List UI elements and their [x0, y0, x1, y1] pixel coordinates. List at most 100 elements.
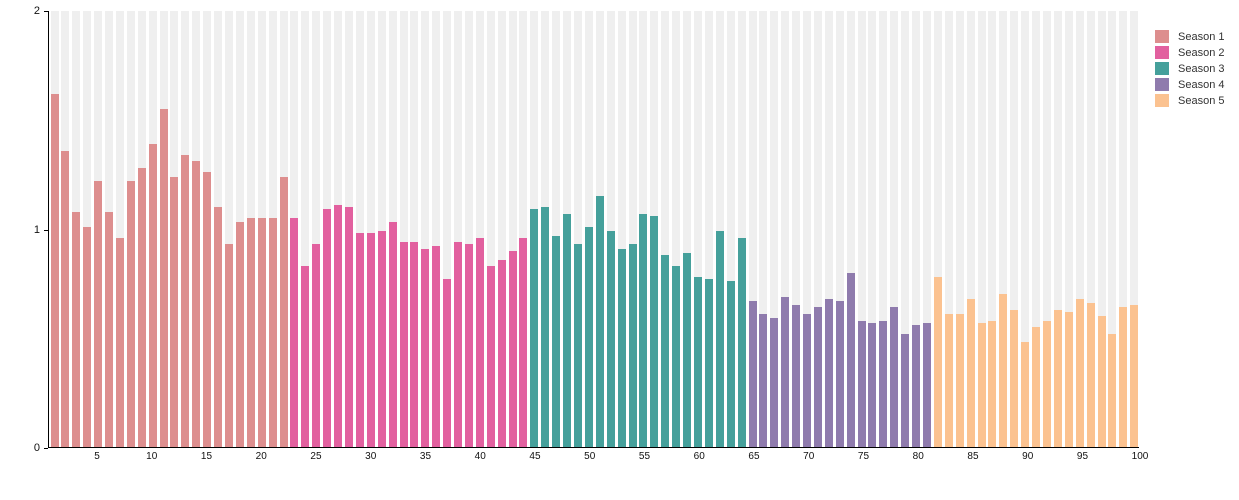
episode-column	[682, 11, 693, 447]
x-tick-slot	[376, 451, 387, 465]
x-tick-slot	[81, 451, 92, 465]
background-stripe	[1064, 11, 1073, 447]
bar-season1-episode-2	[61, 150, 70, 447]
bar-season1-episode-15	[203, 172, 212, 447]
x-tick-slot	[628, 451, 639, 465]
x-tick-slot	[289, 451, 300, 465]
legend-swatch-icon	[1155, 46, 1169, 59]
background-stripe	[835, 11, 844, 447]
episode-column	[791, 11, 802, 447]
bar-season3-episode-49	[574, 244, 582, 447]
episode-column	[954, 11, 965, 447]
episode-column	[136, 11, 147, 447]
episode-column	[714, 11, 725, 447]
x-tick-slot	[738, 451, 749, 465]
x-tick-slot	[902, 451, 913, 465]
bar-season1-episode-5	[94, 181, 103, 447]
episode-column	[1020, 11, 1031, 447]
background-stripe	[988, 11, 997, 447]
episode-column	[1085, 11, 1096, 447]
episode-column	[812, 11, 823, 447]
bar-season3-episode-56	[650, 215, 659, 447]
background-stripe	[1032, 11, 1041, 447]
x-tick-slot	[267, 451, 278, 465]
x-tick-label-55: 55	[638, 451, 651, 462]
background-stripe	[552, 11, 561, 447]
bar-season4-episode-65	[748, 300, 757, 447]
episode-column	[245, 11, 256, 447]
background-stripe	[868, 11, 877, 447]
episode-column	[496, 11, 507, 447]
x-tick-slot	[486, 451, 497, 465]
episode-column	[976, 11, 987, 447]
episode-column	[605, 11, 616, 447]
bar-season2-episode-30	[366, 233, 375, 447]
episode-column	[551, 11, 562, 447]
plot-columns	[49, 11, 1139, 447]
x-tick-slot	[124, 451, 135, 465]
bar-season5-episode-97	[1097, 316, 1106, 447]
background-stripe	[726, 11, 735, 447]
x-tick-slot	[497, 451, 508, 465]
legend-label: Season 5	[1178, 94, 1225, 107]
x-tick-slot	[1044, 451, 1055, 465]
episode-column	[594, 11, 605, 447]
background-stripe	[1119, 11, 1128, 447]
bar-season5-episode-98	[1108, 333, 1117, 447]
x-tick-slot	[157, 451, 168, 465]
background-stripe	[421, 11, 430, 447]
y-tick-mark	[44, 229, 48, 231]
x-tick-slot	[551, 451, 562, 465]
bar-season1-episode-10	[148, 143, 157, 447]
background-stripe	[1108, 11, 1117, 447]
bar-season1-episode-20	[257, 218, 266, 447]
episode-column	[300, 11, 311, 447]
bar-season1-episode-6	[105, 211, 114, 447]
x-tick-slot	[869, 451, 880, 465]
bar-season5-episode-83	[944, 314, 953, 447]
x-tick-label-25: 25	[310, 451, 322, 462]
x-tick-slot	[431, 451, 442, 465]
x-tick-slot	[223, 451, 234, 465]
bar-season2-episode-28	[344, 207, 353, 447]
episode-column	[398, 11, 409, 447]
episode-column	[180, 11, 191, 447]
episode-column	[1041, 11, 1052, 447]
episode-column	[649, 11, 660, 447]
legend-label: Season 2	[1178, 46, 1225, 59]
episode-column	[376, 11, 387, 447]
bar-season1-episode-18	[235, 222, 244, 447]
bar-season1-episode-12	[170, 176, 179, 447]
background-stripe	[955, 11, 964, 447]
bar-season1-episode-7	[115, 237, 124, 447]
episode-column	[278, 11, 289, 447]
bar-season1-episode-21	[268, 218, 277, 447]
background-stripe	[574, 11, 582, 447]
legend-label: Season 3	[1178, 62, 1225, 75]
background-stripe	[966, 11, 975, 447]
background-stripe	[824, 11, 833, 447]
episode-column	[125, 11, 136, 447]
x-tick-slot	[705, 451, 716, 465]
background-stripe	[508, 11, 517, 447]
episode-column	[638, 11, 649, 447]
x-tick-slot	[245, 451, 256, 465]
x-tick-slot	[103, 451, 114, 465]
bar-season2-episode-41	[486, 266, 495, 447]
bar-season3-episode-54	[628, 244, 637, 447]
x-tick-label-100: 100	[1131, 451, 1149, 462]
x-tick-label-35: 35	[419, 451, 432, 462]
background-stripe	[628, 11, 637, 447]
bar-season4-episode-67	[770, 318, 779, 447]
bar-season1-episode-13	[181, 154, 190, 447]
bar-season3-episode-45	[530, 209, 539, 447]
background-stripe	[803, 11, 812, 447]
x-tick-slot	[595, 451, 606, 465]
episode-column	[93, 11, 104, 447]
background-stripe	[977, 11, 986, 447]
episode-column	[1107, 11, 1118, 447]
x-tick-slot	[891, 451, 902, 465]
bar-season3-episode-48	[563, 213, 572, 447]
episode-column	[834, 11, 845, 447]
bar-season2-episode-37	[443, 279, 452, 447]
